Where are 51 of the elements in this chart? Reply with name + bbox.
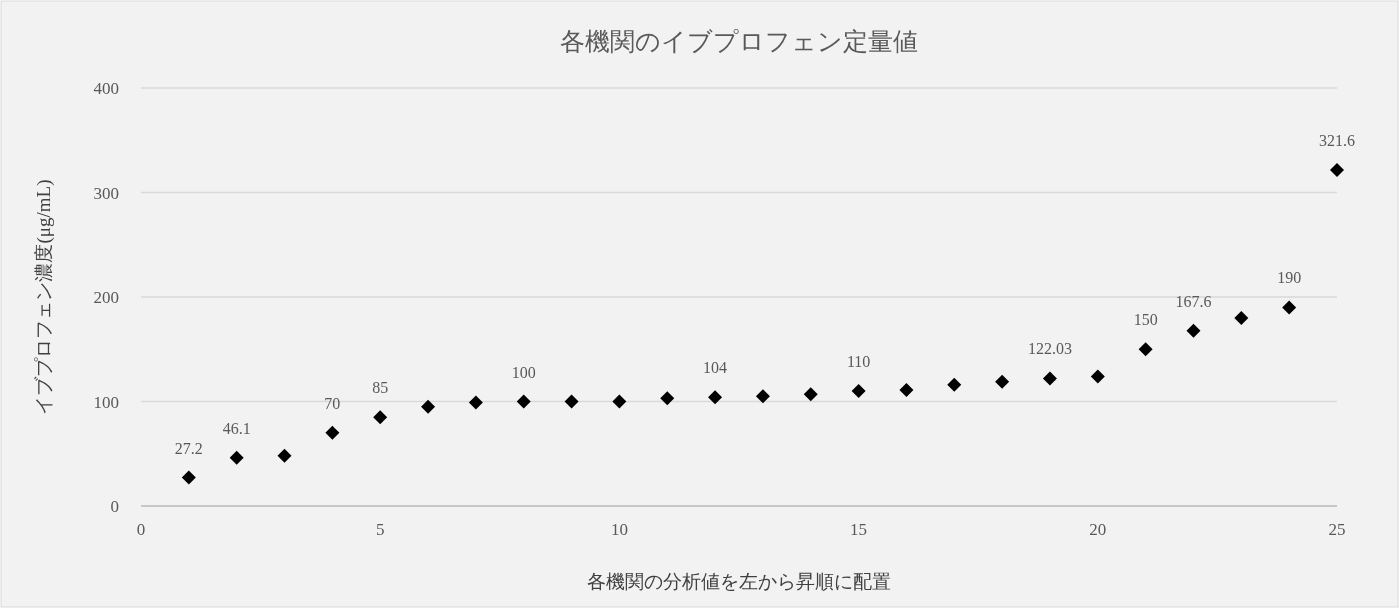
point (612, 394, 627, 409)
data-label: 104 (703, 359, 728, 377)
point (708, 390, 723, 405)
point (325, 425, 340, 440)
x-tick-label: 15 (850, 520, 868, 539)
point (1042, 371, 1057, 386)
x-axis-title: 各機関の分析値を左から昇順に配置 (587, 571, 891, 592)
point (468, 395, 483, 410)
point (516, 394, 531, 409)
point (1282, 300, 1297, 315)
point (947, 377, 962, 392)
data-label: 85 (372, 379, 389, 397)
x-tick-label: 5 (375, 520, 385, 539)
data-label: 190 (1277, 269, 1302, 287)
y-tick-label: 100 (93, 392, 119, 412)
data-label: 46.1 (222, 419, 251, 437)
point (851, 384, 866, 399)
point (1090, 369, 1105, 384)
data-label: 27.2 (174, 439, 203, 457)
point (1330, 162, 1344, 177)
data-label: 100 (511, 363, 536, 381)
point (229, 450, 244, 465)
x-tick-label: 10 (610, 520, 628, 539)
y-axis-title: イブプロフェン濃度(μg/mL) (33, 179, 55, 415)
x-tick-label: 25 (1328, 520, 1346, 539)
point (1186, 323, 1201, 338)
point (803, 387, 818, 402)
point (660, 391, 675, 406)
point (564, 394, 579, 409)
y-tick-label: 300 (93, 183, 119, 203)
data-label: 70 (324, 394, 341, 412)
y-tick-label: 400 (93, 79, 119, 98)
y-tick-label: 0 (110, 497, 119, 516)
y-tick-label: 200 (93, 288, 119, 307)
point (755, 389, 770, 404)
x-tick-label: 20 (1089, 520, 1107, 539)
point (277, 448, 292, 463)
point (899, 383, 914, 398)
data-label: 150 (1133, 311, 1158, 329)
point (373, 410, 388, 425)
data-label: 122.03 (1027, 340, 1072, 358)
point (421, 399, 436, 414)
chart-title: 各機関のイブプロフェン定量値 (560, 28, 918, 55)
point (995, 374, 1010, 389)
point (181, 470, 196, 485)
point (1234, 310, 1249, 325)
data-label: 321.6 (1319, 131, 1355, 149)
x-tick-label: 0 (136, 520, 146, 539)
point (1138, 342, 1153, 357)
data-label: 167.6 (1175, 292, 1212, 310)
data-label: 110 (846, 353, 871, 371)
